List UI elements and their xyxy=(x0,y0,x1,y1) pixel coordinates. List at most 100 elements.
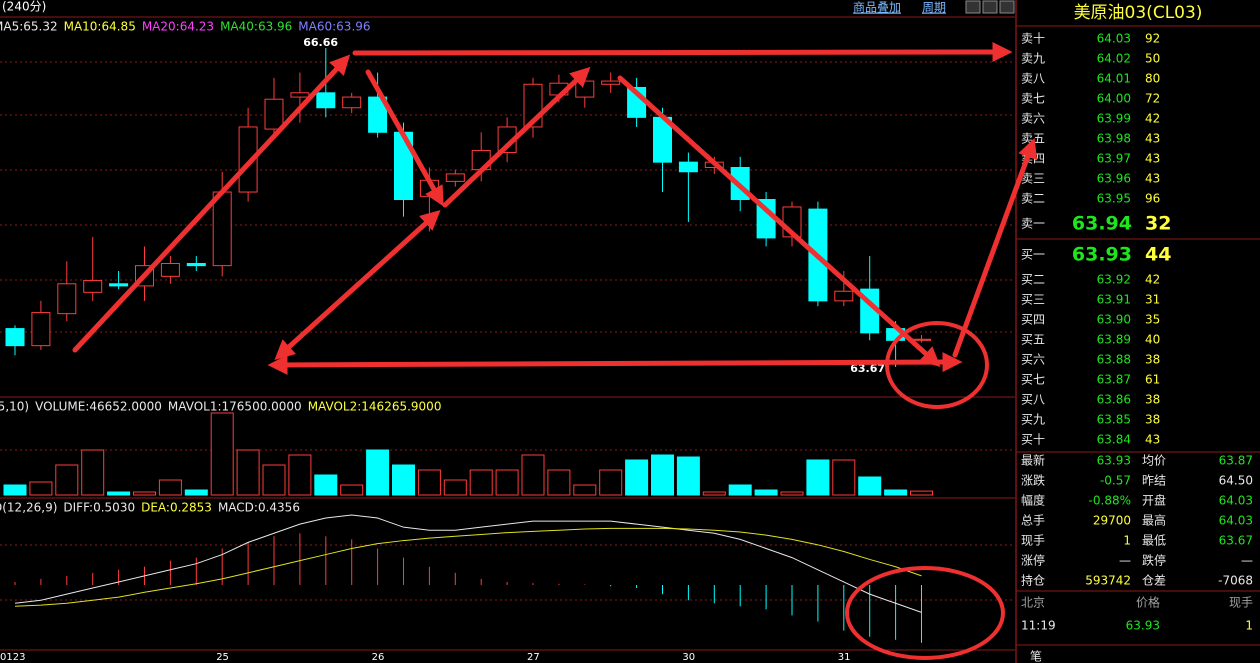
dea-line xyxy=(14,527,922,607)
volume-bar xyxy=(832,459,856,496)
level-name: 买九 xyxy=(1021,413,1045,427)
level-volume: 40 xyxy=(1145,333,1160,347)
level-volume: 32 xyxy=(1145,213,1171,235)
volume-bar xyxy=(184,489,208,496)
volume-bar xyxy=(884,489,908,496)
volume-bar xyxy=(728,484,752,496)
level-name: 买六 xyxy=(1021,353,1045,367)
level-volume: 35 xyxy=(1145,313,1160,327)
level-price: 63.88 xyxy=(1097,353,1131,367)
volume-bar xyxy=(262,464,286,496)
stat-value: -7068 xyxy=(1218,574,1253,588)
level-price: 64.03 xyxy=(1097,32,1131,46)
volume-bar xyxy=(236,449,260,496)
level-name: 买二 xyxy=(1021,273,1045,287)
candle-body xyxy=(445,173,465,182)
level-price: 63.93 xyxy=(1072,244,1132,266)
stat-value: 63.87 xyxy=(1219,454,1253,468)
volume-label: MAVOL1:176500.0000 xyxy=(168,400,302,414)
candle-body xyxy=(912,338,931,341)
x-label: 26 xyxy=(372,652,385,663)
volume-bar xyxy=(392,464,415,496)
volume-bar xyxy=(910,490,933,496)
cycle-button[interactable]: 周期 xyxy=(922,1,946,15)
macd-label: DEA:0.2853 xyxy=(141,501,212,515)
volume-bar xyxy=(81,449,105,496)
volume-bar xyxy=(547,469,571,496)
volume-bar xyxy=(625,459,649,496)
candle-body xyxy=(186,263,206,267)
volume-bar xyxy=(443,479,467,496)
high-marker: 66.66 xyxy=(303,36,338,49)
level-volume: 42 xyxy=(1145,112,1160,126)
period: (240分) xyxy=(2,0,46,14)
level-volume: 43 xyxy=(1145,433,1160,447)
candle-body xyxy=(160,263,180,277)
volume-bar xyxy=(107,491,131,496)
level-volume: 43 xyxy=(1145,152,1160,166)
volume-bar xyxy=(676,456,700,496)
level-price: 64.02 xyxy=(1097,52,1131,66)
level-volume: 38 xyxy=(1145,353,1160,367)
stat-name: 涨跌 xyxy=(1021,473,1045,488)
ticks-header: 价格 xyxy=(1136,595,1160,610)
level-volume: 50 xyxy=(1145,52,1160,66)
level-price: 63.86 xyxy=(1097,393,1131,407)
stat-value: 63.93 xyxy=(1097,454,1131,468)
level-name: 买四 xyxy=(1021,313,1045,327)
level-name: 卖一 xyxy=(1021,217,1045,231)
volume-bar xyxy=(754,489,778,496)
nav-buttons[interactable] xyxy=(965,0,1015,14)
ma-label: MA10:64.85 xyxy=(64,20,136,34)
level-volume: 80 xyxy=(1145,72,1160,86)
level-volume: 42 xyxy=(1145,273,1160,287)
stat-name: 开盘 xyxy=(1142,493,1166,508)
tick-price: 63.93 xyxy=(1126,619,1160,633)
footer-tab: 笔 xyxy=(1030,649,1042,663)
candle-body xyxy=(83,280,103,293)
level-price: 63.95 xyxy=(1097,192,1131,206)
level-name: 买十 xyxy=(1021,433,1045,447)
stat-name: 均价 xyxy=(1142,454,1166,468)
candle-body xyxy=(238,126,258,193)
volume-bar xyxy=(340,484,364,496)
candle-body xyxy=(834,290,854,302)
level-volume: 44 xyxy=(1145,244,1171,266)
candle-body xyxy=(264,98,284,130)
level-price: 63.89 xyxy=(1097,333,1131,347)
level-volume: 38 xyxy=(1145,413,1160,427)
level-name: 卖九 xyxy=(1021,52,1045,66)
tick-time: 11:19 xyxy=(1021,619,1056,633)
level-name: 买五 xyxy=(1021,333,1045,347)
volume-bar xyxy=(780,491,804,496)
volume-bar xyxy=(288,454,312,496)
macd-label: D(12,26,9) xyxy=(0,501,57,515)
volume-bar xyxy=(210,412,234,496)
stat-value: 64.50 xyxy=(1219,474,1253,488)
volume-bar xyxy=(599,469,623,496)
level-volume: 38 xyxy=(1145,393,1160,407)
stat-name: 现手 xyxy=(1021,534,1045,548)
volume-bar xyxy=(3,484,27,496)
volume-bar xyxy=(858,476,882,496)
overlay-button[interactable]: 商品叠加 xyxy=(853,0,901,15)
level-name: 卖八 xyxy=(1021,72,1045,86)
level-volume: 92 xyxy=(1145,32,1160,46)
level-name: 卖六 xyxy=(1021,112,1045,126)
stat-name: 持仓 xyxy=(1021,573,1045,588)
volume-bar xyxy=(55,464,79,496)
x-label: 31 xyxy=(838,652,851,663)
volume-label: MAVOL2:146265.9000 xyxy=(308,400,442,414)
macd-label: MACD:0.4356 xyxy=(218,501,300,515)
volume-bar xyxy=(417,469,441,496)
x-label: 30 xyxy=(682,652,695,663)
volume-label: (5,10) xyxy=(0,400,29,414)
volume-bar xyxy=(29,481,53,496)
volume-bar xyxy=(651,454,674,496)
level-price: 63.84 xyxy=(1097,433,1131,447)
stat-name: 跌停 xyxy=(1142,553,1166,568)
stat-value: 64.03 xyxy=(1219,514,1253,528)
macd-label: DIFF:0.5030 xyxy=(63,501,135,515)
